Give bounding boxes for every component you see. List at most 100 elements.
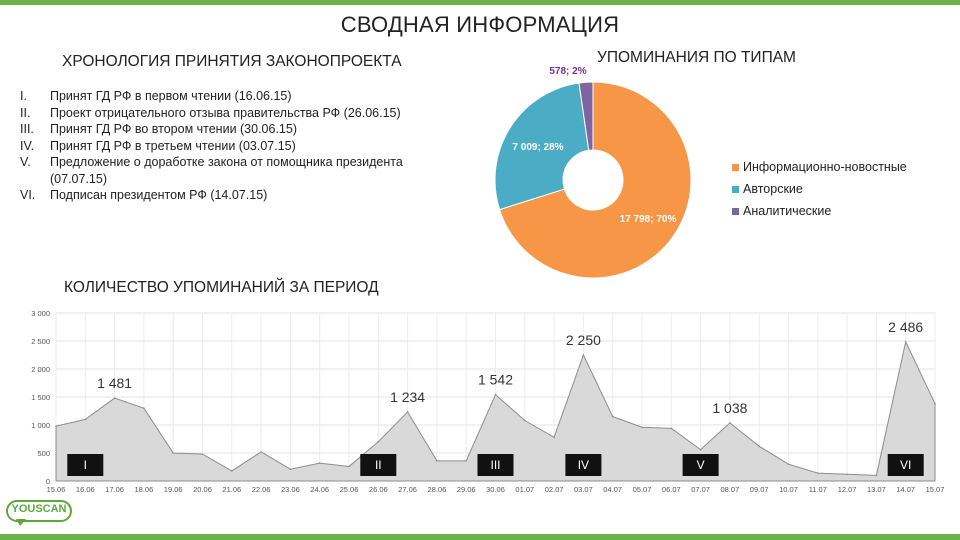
data-point: [934, 402, 936, 405]
legend-label: Информационно-новостные: [743, 160, 907, 174]
x-tick-label: 08.07: [721, 485, 740, 494]
x-tick-label: 02.07: [545, 485, 564, 494]
data-point: [699, 448, 702, 451]
timeline-item-text: Подписан президентом РФ (14.07.15): [50, 188, 268, 202]
pie-slice: [498, 81, 692, 279]
data-point: [143, 407, 145, 410]
timeline-item: II. Проект отрицательного отзыва правител…: [20, 105, 460, 122]
x-tick-label: 19.06: [164, 485, 183, 494]
y-tick-label: 3 000: [31, 309, 50, 318]
data-point: [201, 453, 204, 455]
x-tick-label: 10.07: [779, 485, 798, 494]
x-tick-label: 11.07: [809, 485, 827, 494]
area-series: [55, 340, 936, 482]
area-data-label: 1 481: [97, 375, 132, 391]
x-tick-label: 12.07: [838, 485, 857, 494]
data-point: [318, 462, 321, 464]
timeline-item-text: Принят ГД РФ в третьем чтении (03.07.15): [50, 138, 296, 153]
x-tick-label: 18.06: [135, 485, 154, 494]
x-tick-label: 09.07: [750, 485, 769, 494]
stage-marker-box: [887, 454, 924, 476]
timeline-item-text: Проект отрицательного отзыва правительст…: [50, 105, 401, 120]
data-point: [113, 397, 116, 399]
x-tick-label: 26.06: [369, 485, 388, 494]
pie-data-label: 17 798; 70%: [620, 214, 677, 225]
area-data-label: 2 486: [888, 319, 923, 335]
legend-swatch: [732, 163, 739, 171]
data-point: [348, 465, 350, 468]
data-point: [641, 426, 643, 429]
stage-marker-label: II: [375, 458, 382, 472]
x-tick-label: 06.07: [662, 485, 681, 494]
stage-marker-box: [67, 454, 104, 476]
data-point: [846, 473, 848, 476]
stage-marker-box: [565, 454, 602, 476]
y-tick-label: 2 000: [31, 365, 50, 374]
stage-marker-label: VI: [900, 458, 911, 472]
x-tick-label: 22.06: [252, 485, 271, 494]
y-tick-label: 500: [37, 449, 50, 458]
data-point: [787, 463, 790, 466]
timeline-item-text: Принят ГД РФ во втором чтении (30.06.15): [50, 122, 298, 136]
data-point: [260, 451, 262, 453]
pie-slice: [494, 82, 590, 211]
timeline-item-number: IV.: [20, 138, 35, 153]
timeline-item-number: V.: [20, 155, 31, 169]
x-tick-label: 14.07: [896, 485, 915, 494]
pie-legend: Информационно-новостные Авторские Аналитич…: [732, 156, 907, 222]
youscan-logo: YOUSCAN: [6, 500, 74, 526]
x-tick-label: 13.07: [867, 485, 886, 494]
data-point: [729, 422, 731, 424]
y-tick-label: 2 500: [31, 337, 50, 346]
x-tick-label: 27.06: [398, 485, 417, 494]
legend-label: Авторские: [743, 182, 803, 196]
stage-marker-label: IV: [578, 458, 589, 472]
data-point: [670, 427, 673, 430]
stage-marker-box: [682, 454, 719, 476]
x-tick-label: 05.07: [633, 485, 652, 494]
x-tick-label: 20.06: [193, 485, 212, 494]
timeline-list: I. Принят ГД РФ в первом чтении (16.06.15…: [20, 88, 460, 204]
data-point: [377, 441, 380, 443]
x-tick-label: 15.07: [926, 485, 945, 494]
logo-text: YOUSCAN: [11, 503, 67, 515]
data-point: [553, 436, 555, 439]
data-point: [758, 445, 760, 448]
legend-item: Авторские: [732, 178, 907, 200]
top-accent-bar: [0, 0, 960, 5]
legend-swatch: [732, 185, 739, 193]
stage-marker-label: III: [490, 458, 500, 472]
timeline-item: VI. Подписан президентом РФ (14.07.15): [20, 187, 460, 204]
x-tick-label: 16.06: [76, 485, 95, 494]
timeline-item: III. Принят ГД РФ во втором чтении (30.06…: [20, 121, 460, 138]
area-data-label: 2 250: [566, 332, 601, 348]
y-tick-label: 1 500: [31, 393, 50, 402]
stage-marker-label: I: [84, 458, 87, 472]
data-point: [406, 411, 409, 413]
stage-marker-box: [477, 454, 514, 476]
data-point: [172, 452, 174, 454]
x-tick-label: 07.07: [691, 485, 710, 494]
data-point: [436, 460, 438, 462]
legend-label: Аналитические: [743, 204, 832, 218]
bottom-accent-bar: [0, 534, 960, 540]
timeline-title: ХРОНОЛОГИЯ ПРИНЯТИЯ ЗАКОНОПРОЕКТА: [62, 53, 402, 70]
legend-item: Аналитические: [732, 200, 907, 222]
timeline-item-number: II.: [20, 105, 31, 120]
x-tick-label: 24.06: [310, 485, 329, 494]
legend-item: Информационно-новостные: [732, 156, 907, 178]
x-tick-label: 17.06: [105, 485, 124, 494]
pie-slice: [578, 81, 594, 151]
area-data-label: 1 038: [712, 400, 747, 416]
y-tick-label: 1 000: [31, 421, 50, 430]
data-point: [524, 419, 526, 422]
timeline-item-number: VI.: [20, 188, 36, 202]
data-point: [55, 425, 57, 427]
stage-marker-box: [360, 454, 397, 476]
data-point: [465, 460, 468, 462]
x-tick-label: 15.06: [47, 485, 66, 494]
legend-swatch: [732, 207, 739, 215]
x-tick-label: 23.06: [281, 485, 300, 494]
data-point: [289, 468, 292, 471]
